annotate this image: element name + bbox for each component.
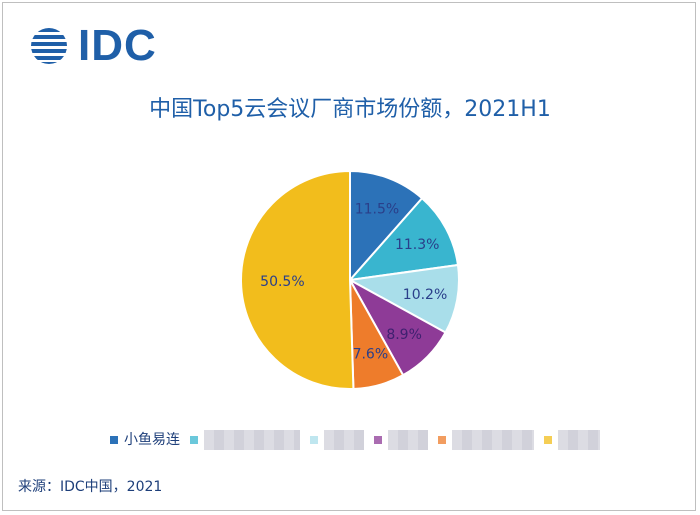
- pie-slice-3: [346, 263, 460, 334]
- legend-swatch: [438, 436, 446, 444]
- redacted-label: [388, 430, 428, 450]
- legend-label: 小鱼易连: [124, 432, 180, 448]
- redacted-label: [558, 430, 600, 450]
- legend-item-redacted: [310, 430, 364, 450]
- legend-swatch: [544, 436, 552, 444]
- pie-label-2: 11.3%: [395, 237, 439, 253]
- pie-chart: 11.5% 11.3% 10.2% 8.9% 7.6% 50.5%: [240, 169, 460, 390]
- pie-slice-2: [347, 196, 460, 282]
- pie-slice-1: [349, 169, 424, 283]
- chart-title: 中国Top5云会议厂商市场份额，2021H1: [149, 97, 551, 122]
- legend-item-redacted: [438, 430, 534, 450]
- legend-item-redacted: [374, 430, 428, 450]
- redacted-label: [324, 430, 364, 450]
- legend-item-xiaoyu: 小鱼易连: [110, 433, 180, 447]
- pie-label-4: 8.9%: [386, 327, 422, 343]
- globe-icon: [31, 28, 67, 64]
- chart-legend: 小鱼易连: [110, 428, 610, 452]
- logo-text: IDC: [78, 21, 157, 70]
- source-note: 来源：IDC中国，2021: [18, 479, 163, 495]
- redacted-label: [452, 430, 534, 450]
- legend-swatch: [190, 436, 198, 444]
- pie-label-5: 7.6%: [353, 347, 389, 363]
- pie-label-3: 10.2%: [403, 287, 447, 303]
- pie-slice-6: [240, 169, 355, 390]
- legend-swatch: [110, 436, 118, 444]
- pie-label-1: 11.5%: [355, 202, 399, 218]
- legend-item-redacted: [544, 430, 600, 450]
- redacted-label: [204, 430, 300, 450]
- legend-swatch: [310, 436, 318, 444]
- legend-swatch: [374, 436, 382, 444]
- idc-logo: IDC: [30, 24, 157, 68]
- pie-label-6: 50.5%: [260, 274, 304, 290]
- legend-item-redacted: [190, 430, 300, 450]
